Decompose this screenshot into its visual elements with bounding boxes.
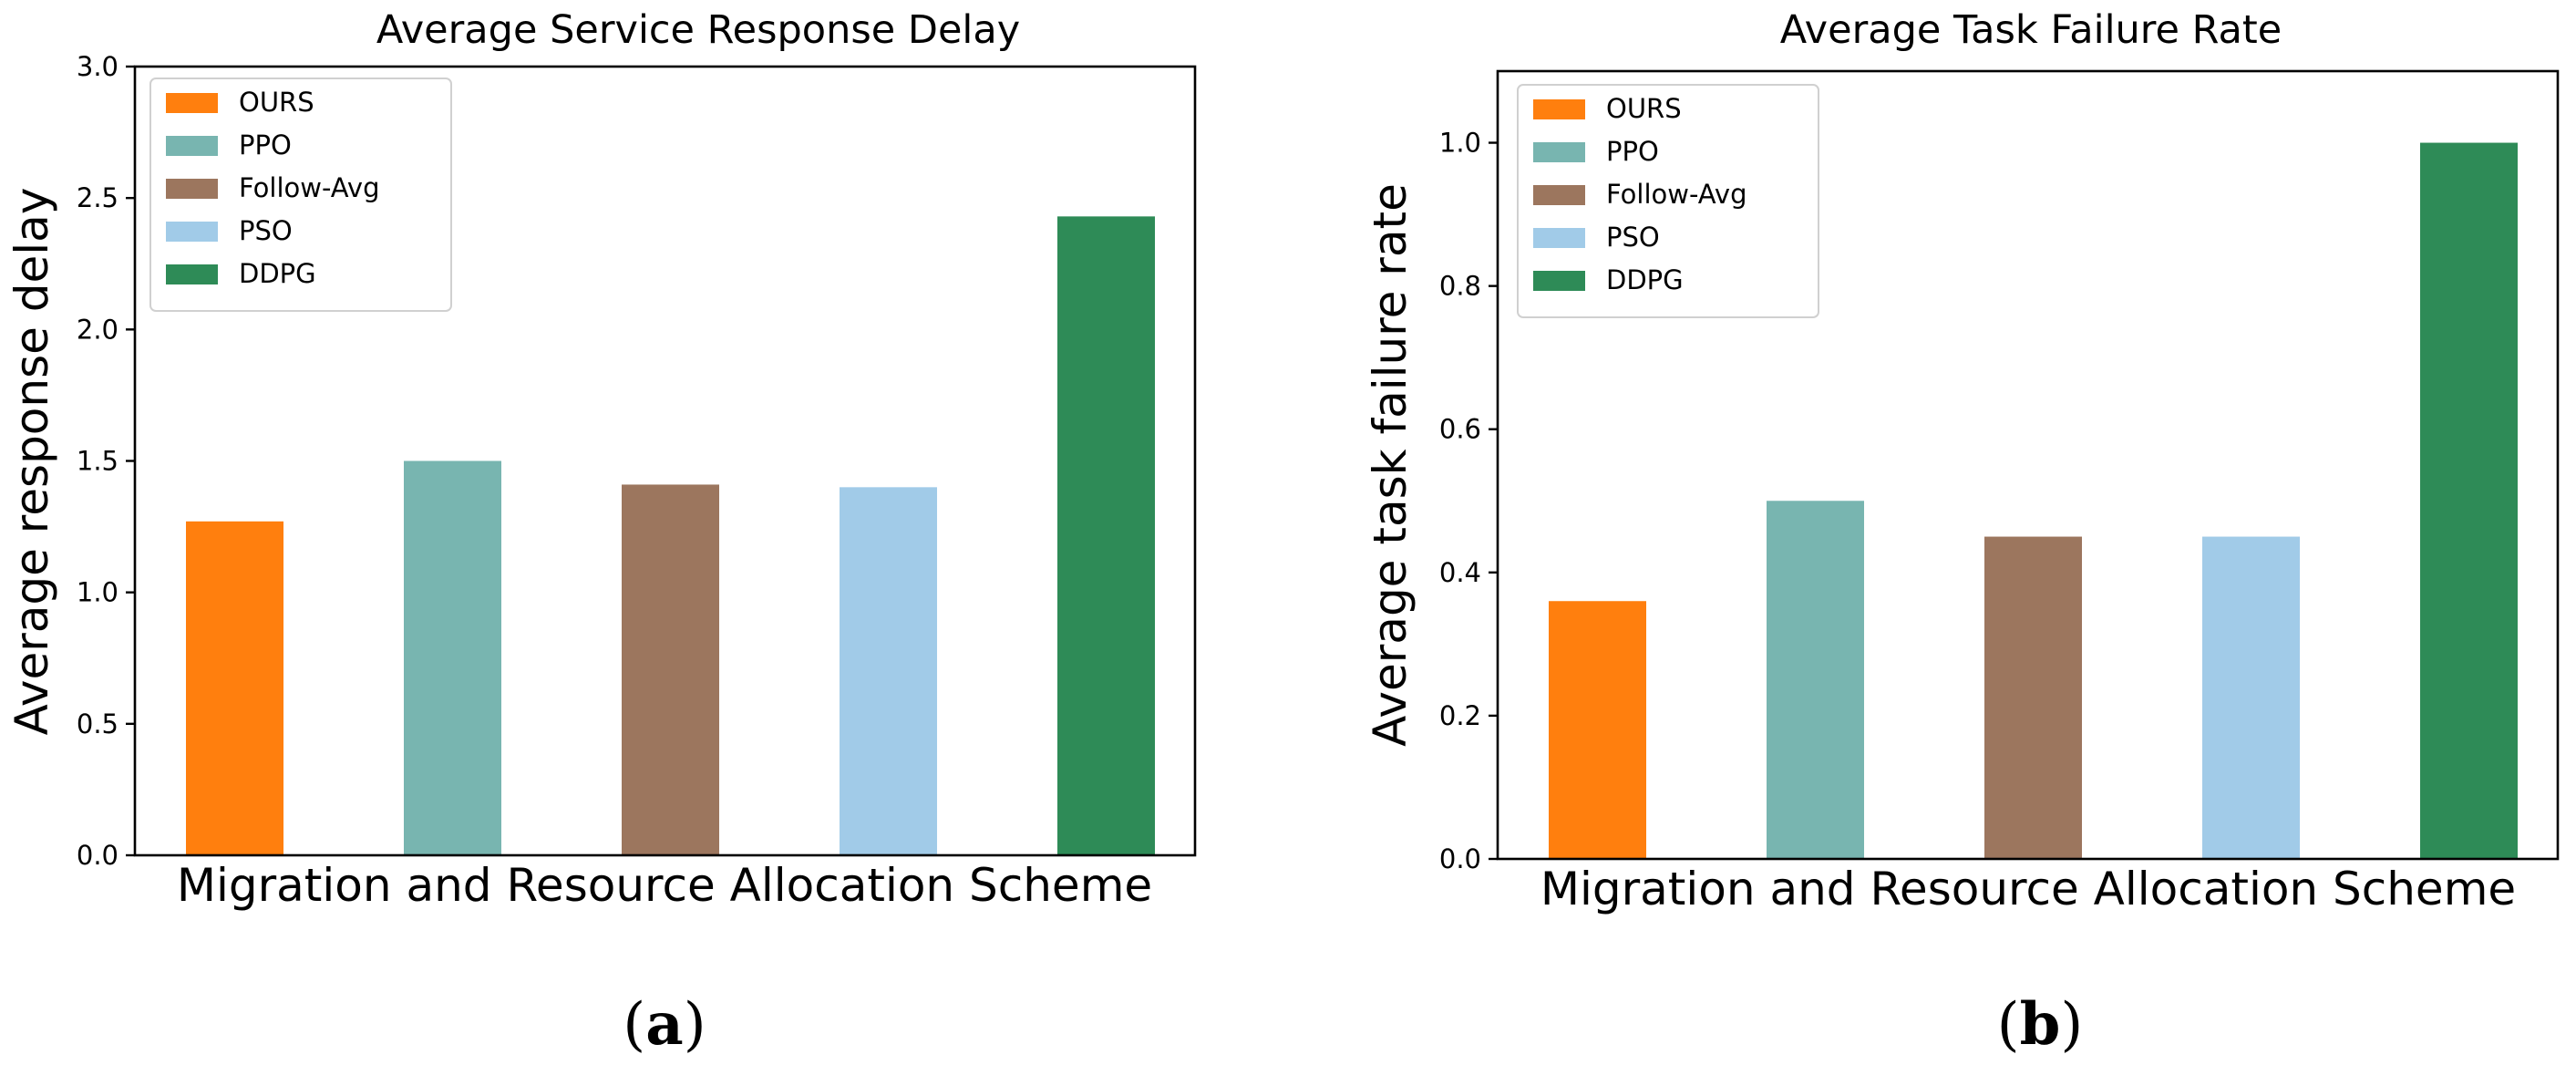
legend-swatch [166,222,218,242]
bar-ddpg [1057,216,1155,856]
legend: OURS PPO Follow-Avg PSO DDPG [149,78,452,312]
legend-swatch [1533,271,1585,291]
legend-label: PSO [1606,222,1660,253]
legend-box [1517,84,1819,318]
chart-title: Average Service Response Delay [376,7,1020,53]
legend-label: PPO [1606,136,1659,167]
legend-swatch [166,264,218,284]
legend-swatch [1533,99,1585,119]
y-axis-ticks: 0.0 0.2 0.4 0.6 0.8 1.0 [1439,128,1498,874]
y-tick-label: 2.0 [77,314,118,345]
y-tick-label: 1.0 [1439,128,1481,159]
y-tick-label: 0.6 [1439,414,1481,445]
y-tick-label: 0.0 [1439,843,1481,874]
bar-follow-avg [622,484,719,855]
bar-ppo [1767,501,1864,859]
legend-label: DDPG [1606,264,1684,295]
y-tick-label: 0.5 [77,708,118,739]
bar-follow-avg [1984,536,2082,859]
y-tick-label: 0.2 [1439,700,1481,731]
legend-label: PSO [239,215,293,246]
legend-label: OURS [239,87,314,118]
legend-box [149,78,452,312]
bar-pso [840,487,937,855]
y-axis-label: Average task failure rate [1364,183,1417,747]
bar-ddpg [2420,142,2518,859]
legend-label: Follow-Avg [1606,179,1747,210]
caption-b-letter: b [2020,990,2061,1059]
plot-frame [1496,69,2560,861]
y-axis-ticks: 0.0 0.5 1.0 1.5 2.0 2.5 3.0 [77,51,135,871]
y-axis-label: Average response delay [5,188,58,736]
caption-b: (b) [1997,990,2084,1059]
bar-ours [186,521,283,855]
x-axis-label: Migration and Resource Allocation Scheme [1540,863,2516,915]
y-tick-label: 3.0 [77,51,118,82]
y-tick-label: 0.0 [77,840,118,871]
legend-swatch [166,136,218,156]
legend-label: PPO [239,129,292,160]
y-tick-label: 2.5 [77,182,118,213]
legend-swatch [1533,142,1585,162]
chart-panel-b: Average Task Failure Rate 0.00.20.40.60.… [1364,7,2560,1059]
legend-swatch [166,93,218,113]
chart-title: Average Task Failure Rate [1780,7,2282,53]
bars-group [1549,142,2518,859]
y-tick-label: 1.0 [77,577,118,608]
bar-ours [1549,601,1646,859]
y-tick-label: 0.4 [1439,557,1481,588]
y-tick-label: 1.5 [77,446,118,477]
chart-panel-a: Average Service Response Delay 0.0 0.5 1.0… [5,7,1197,1059]
legend-swatch [1533,185,1585,205]
x-axis-label: Migration and Resource Allocation Scheme [177,859,1152,912]
legend: OURS PPO Follow-Avg PSO DDPG [1517,84,1819,318]
caption-a: (a) [623,990,706,1059]
legend-label: DDPG [239,258,316,289]
bar-ppo [404,460,501,855]
bar-pso [2202,536,2300,859]
legend-label: OURS [1606,93,1682,124]
legend-swatch [1533,228,1585,248]
legend-label: Follow-Avg [239,172,380,203]
y-tick-label: 0.8 [1439,271,1481,302]
caption-a-letter: a [645,990,683,1059]
legend-swatch [166,179,218,199]
bars-group [186,216,1155,856]
